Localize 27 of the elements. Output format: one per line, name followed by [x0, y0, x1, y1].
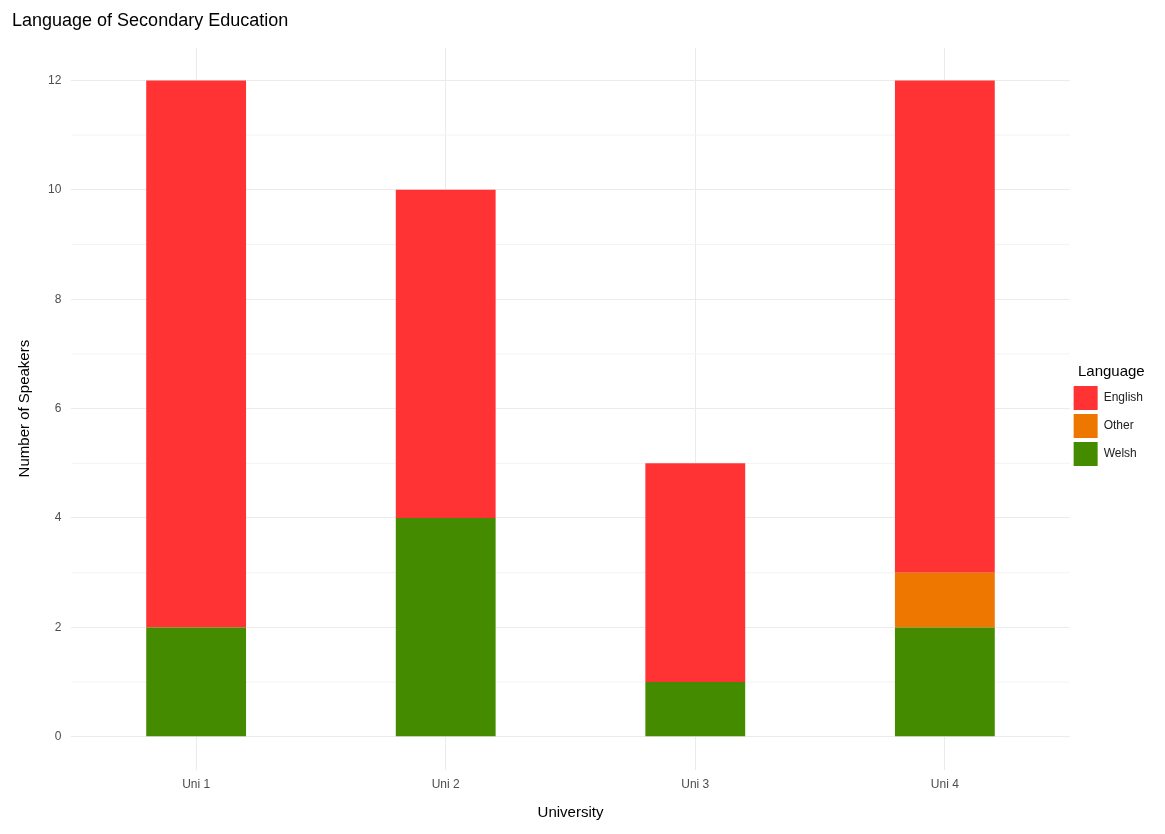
x-tick-label: Uni 1 [182, 777, 211, 792]
bar [395, 189, 496, 518]
bar [645, 463, 746, 683]
bar [395, 517, 496, 737]
y-tick-label: 8 [54, 291, 62, 306]
bar [894, 80, 995, 573]
legend-label: English [1103, 390, 1143, 405]
bar [894, 572, 995, 628]
bar [645, 682, 746, 737]
y-tick-label: 2 [54, 619, 62, 634]
bar [894, 627, 995, 737]
y-tick-label: 10 [47, 182, 62, 197]
x-tick-label: Uni 2 [431, 777, 461, 792]
y-tick-label: 12 [47, 72, 62, 87]
legend-title: Language [1077, 361, 1145, 379]
x-tick-label: Uni 3 [681, 777, 710, 792]
y-tick-label: 0 [54, 729, 62, 744]
y-tick-label: 6 [54, 400, 62, 415]
legend-label: Welsh [1103, 446, 1137, 461]
chart-title: Language of Secondary Education [12, 9, 289, 30]
bar [146, 80, 247, 628]
x-axis-title: University [537, 803, 604, 821]
y-tick-label: 4 [54, 510, 62, 525]
legend-label: Other [1103, 418, 1134, 433]
x-tick-label: Uni 4 [930, 777, 960, 792]
bar [146, 627, 247, 737]
y-axis-title: Number of Speakers [15, 339, 33, 478]
